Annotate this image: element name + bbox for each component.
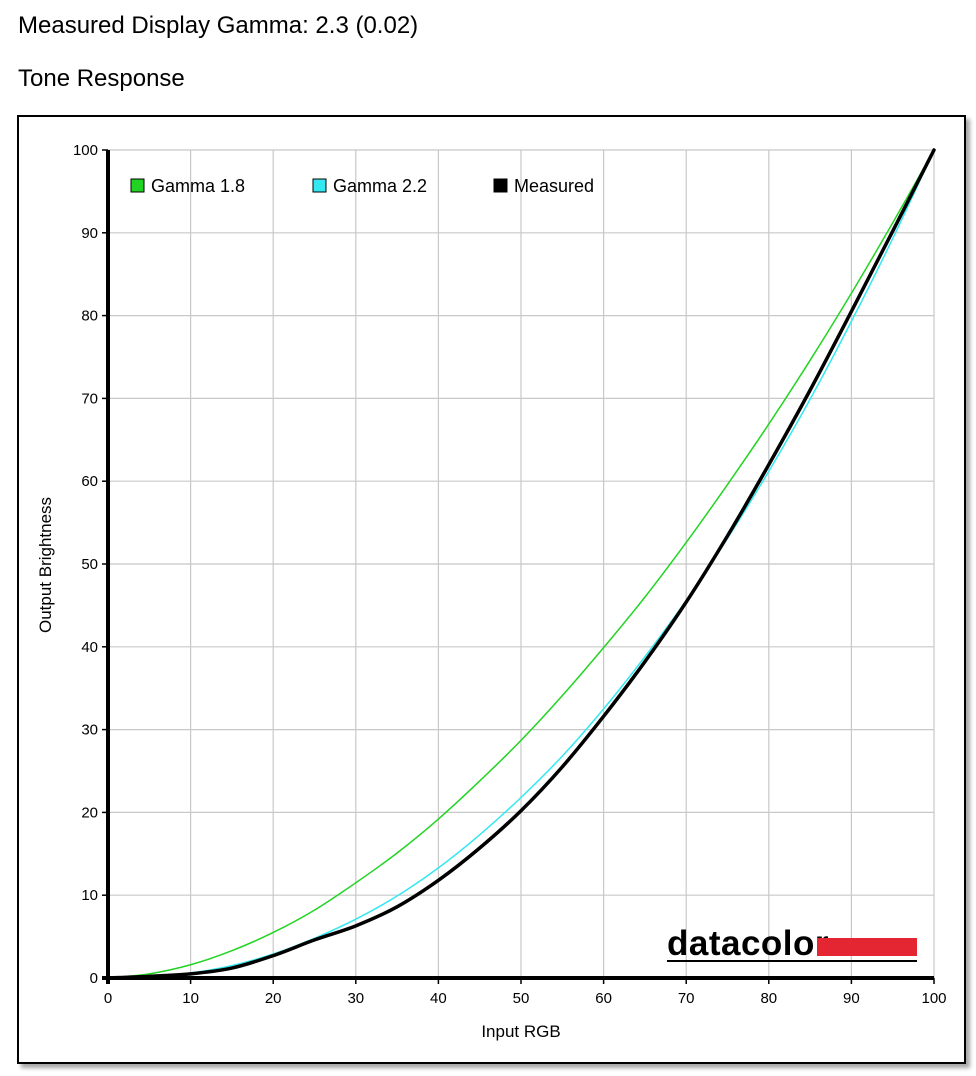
legend-label-measured: Measured bbox=[514, 176, 594, 196]
x-tick-label-0: 0 bbox=[104, 990, 112, 1007]
datacolor-logo-bar bbox=[817, 938, 917, 956]
y-tick-label-0: 0 bbox=[90, 970, 98, 987]
y-tick-label-80: 80 bbox=[81, 308, 98, 325]
series-line-gamma-1-8 bbox=[107, 149, 935, 979]
datacolor-logo-text: datacolor bbox=[667, 924, 829, 963]
measured-gamma-heading: Measured Display Gamma: 2.3 (0.02) bbox=[18, 12, 419, 39]
legend-label-gamma-1-8: Gamma 1.8 bbox=[151, 176, 245, 196]
y-tick-label-20: 20 bbox=[81, 804, 98, 821]
y-tick-label-50: 50 bbox=[81, 556, 98, 573]
legend: Gamma 1.8 Gamma 2.2 Measured bbox=[130, 176, 594, 196]
x-tick-label-50: 50 bbox=[513, 990, 530, 1007]
y-axis-title: Output Brightness bbox=[36, 497, 55, 633]
tone-response-heading: Tone Response bbox=[18, 65, 185, 92]
y-tick-label-40: 40 bbox=[81, 639, 98, 656]
y-tick-label-100: 100 bbox=[73, 142, 98, 159]
x-tick-label-20: 20 bbox=[265, 990, 282, 1007]
series-lines bbox=[106, 148, 936, 980]
x-tick-label-70: 70 bbox=[678, 990, 695, 1007]
x-tick-label-40: 40 bbox=[430, 990, 447, 1007]
x-tick-label-90: 90 bbox=[843, 990, 860, 1007]
legend-swatch-gamma-2-2 bbox=[312, 178, 327, 193]
x-tick-label-30: 30 bbox=[347, 990, 364, 1007]
y-tick-label-10: 10 bbox=[81, 887, 98, 904]
y-tick-label-60: 60 bbox=[81, 473, 98, 490]
x-tick-label-80: 80 bbox=[760, 990, 777, 1007]
legend-item-gamma-2-2: Gamma 2.2 bbox=[312, 176, 427, 196]
axes bbox=[102, 149, 935, 984]
y-tick-label-70: 70 bbox=[81, 390, 98, 407]
y-tick-label-30: 30 bbox=[81, 722, 98, 739]
datacolor-logo: datacolor bbox=[667, 924, 917, 963]
datacolor-logo-underline bbox=[667, 960, 917, 962]
x-tick-label-100: 100 bbox=[921, 990, 946, 1007]
tone-response-chart: 0 10 20 30 40 50 60 70 80 90 100 0 10 20 30 40 50 60 70 80 9… bbox=[36, 142, 947, 1041]
legend-item-measured: Measured bbox=[493, 176, 594, 196]
legend-item-gamma-1-8: Gamma 1.8 bbox=[130, 176, 245, 196]
x-axis-title: Input RGB bbox=[481, 1022, 560, 1041]
legend-swatch-gamma-1-8 bbox=[130, 178, 145, 193]
grid-lines bbox=[108, 149, 935, 978]
series-line-measured bbox=[106, 148, 936, 980]
legend-swatch-measured bbox=[493, 178, 508, 193]
y-tick-label-90: 90 bbox=[81, 225, 98, 242]
chart-frame: 0 10 20 30 40 50 60 70 80 90 100 0 10 20 30 40 50 60 70 80 9… bbox=[17, 115, 966, 1064]
x-tick-label-60: 60 bbox=[595, 990, 612, 1007]
legend-label-gamma-2-2: Gamma 2.2 bbox=[333, 176, 427, 196]
series-line-gamma-2-2 bbox=[107, 149, 935, 979]
x-tick-label-10: 10 bbox=[182, 990, 199, 1007]
tick-labels: 0 10 20 30 40 50 60 70 80 90 100 0 10 20 30 40 50 60 70 80 9… bbox=[73, 142, 947, 1007]
